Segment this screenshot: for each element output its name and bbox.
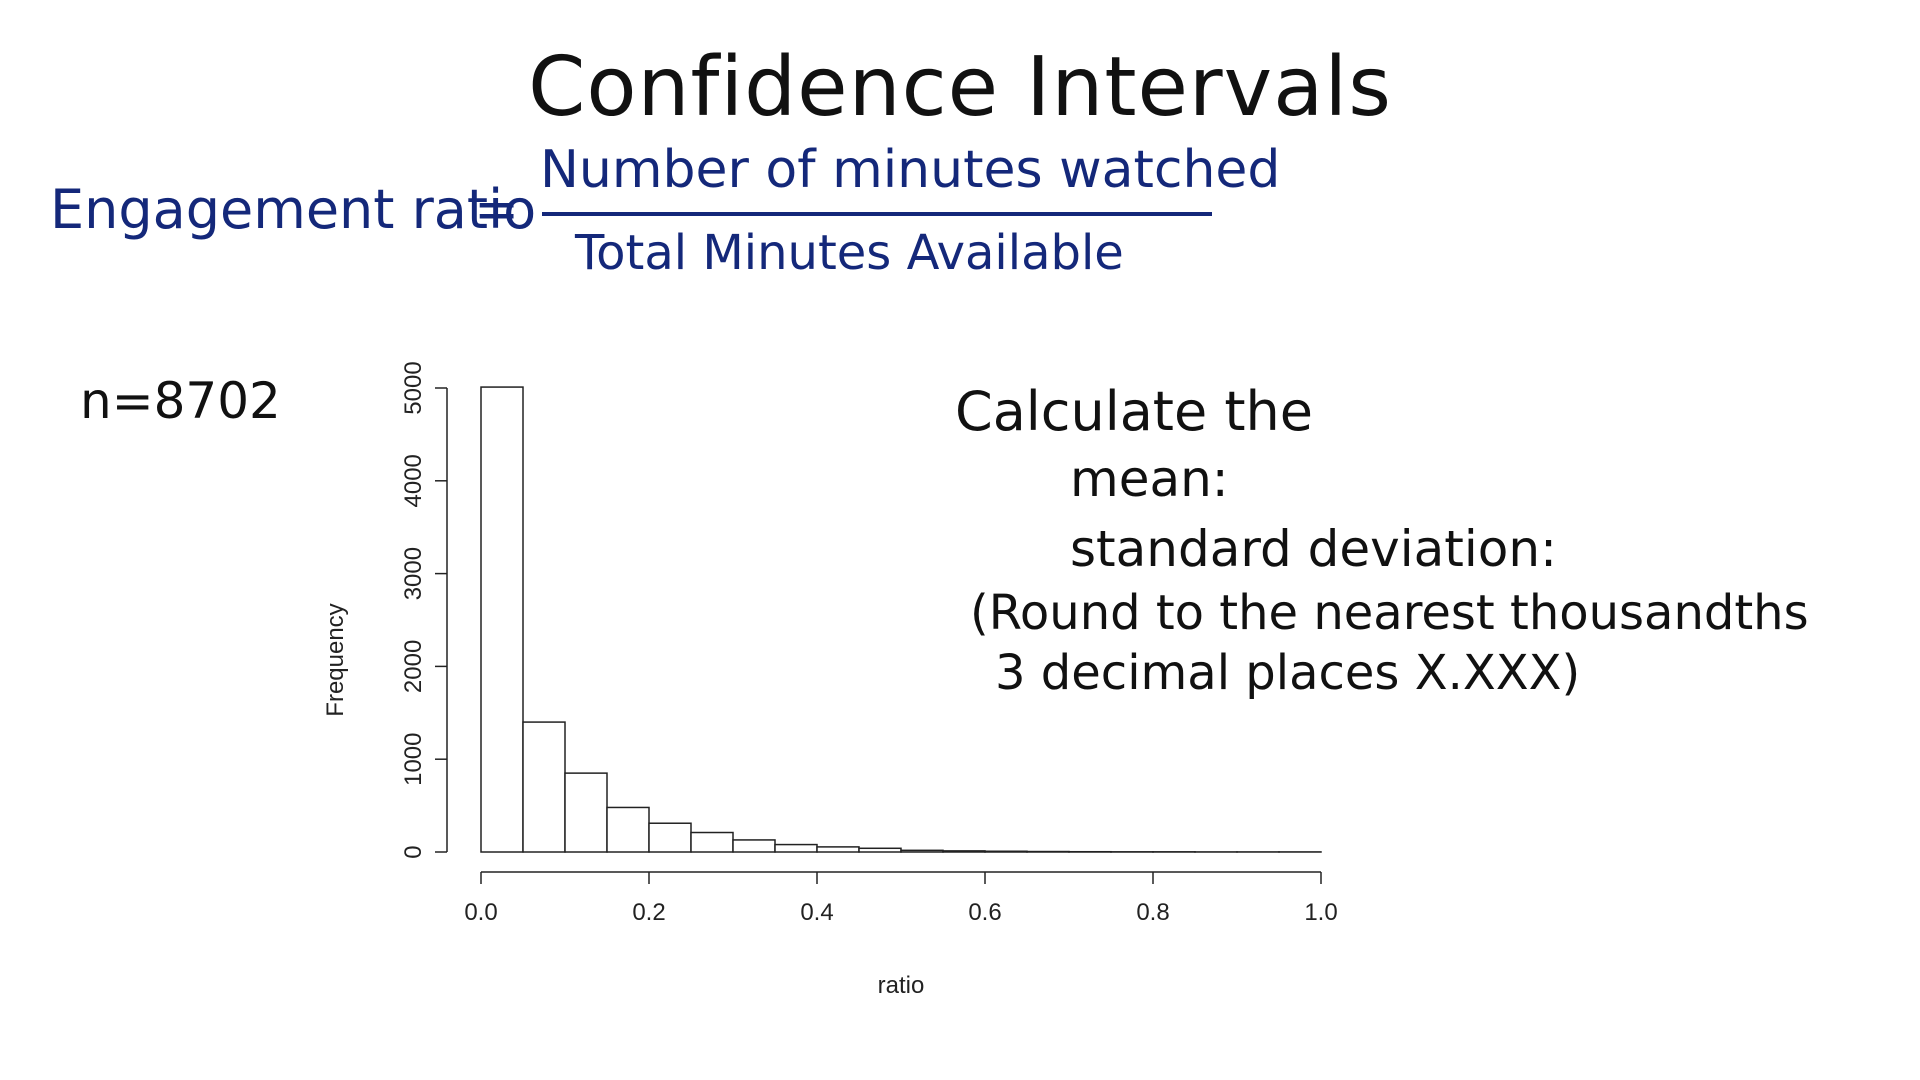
x-axis-ticks: 0.0 0.2 0.4 0.6 0.8 1.0 xyxy=(464,872,1338,926)
y-tick-label: 2000 xyxy=(400,640,427,693)
y-tick-label: 1000 xyxy=(400,733,427,786)
question-line-decimal-places: 3 decimal places X.XXX) xyxy=(995,645,1581,701)
x-tick-label: 0.8 xyxy=(1136,899,1169,926)
histogram-bar xyxy=(732,839,776,853)
x-tick-label: 0.0 xyxy=(464,899,497,926)
histogram-bar xyxy=(522,721,566,853)
y-axis-ticks: 0 1000 2000 3000 4000 5000 xyxy=(400,361,447,859)
x-axis-title: ratio xyxy=(878,972,925,999)
formula-denominator: Total Minutes Available xyxy=(575,225,1124,281)
question-line-calculate: Calculate the xyxy=(955,380,1313,443)
histogram-bar xyxy=(942,850,986,853)
y-tick-label: 3000 xyxy=(400,547,427,600)
y-tick-label: 4000 xyxy=(400,454,427,507)
formula-numerator: Number of minutes watched xyxy=(540,140,1281,200)
histogram-bar xyxy=(690,831,734,853)
y-tick-label: 5000 xyxy=(400,361,427,414)
histogram-bar xyxy=(564,772,608,853)
sample-size-label: n=8702 xyxy=(80,372,281,430)
x-tick-label: 0.6 xyxy=(968,899,1001,926)
question-line-rounding: (Round to the nearest thousandths xyxy=(970,585,1809,641)
histogram-bar xyxy=(648,822,692,853)
page-title: Confidence Intervals xyxy=(528,40,1392,135)
histogram-bars xyxy=(480,386,1322,853)
y-axis-title: Frequency xyxy=(322,603,349,716)
y-tick-label: 0 xyxy=(400,845,427,858)
histogram-bar xyxy=(480,386,524,853)
formula-label: Engagement ratio xyxy=(50,178,537,241)
fraction-bar xyxy=(542,212,1212,216)
question-line-std-dev: standard deviation: xyxy=(1070,520,1557,578)
histogram-bar xyxy=(900,849,944,853)
histogram-bar xyxy=(606,806,650,853)
question-line-mean: mean: xyxy=(1070,450,1229,508)
histogram-bar xyxy=(984,850,1028,853)
histogram-bar xyxy=(774,843,818,853)
x-tick-label: 0.4 xyxy=(800,899,833,926)
x-tick-label: 0.2 xyxy=(632,899,665,926)
histogram-bar xyxy=(816,846,860,853)
x-tick-label: 1.0 xyxy=(1304,899,1337,926)
histogram-bar xyxy=(858,847,902,853)
formula-equals: = xyxy=(474,178,520,241)
